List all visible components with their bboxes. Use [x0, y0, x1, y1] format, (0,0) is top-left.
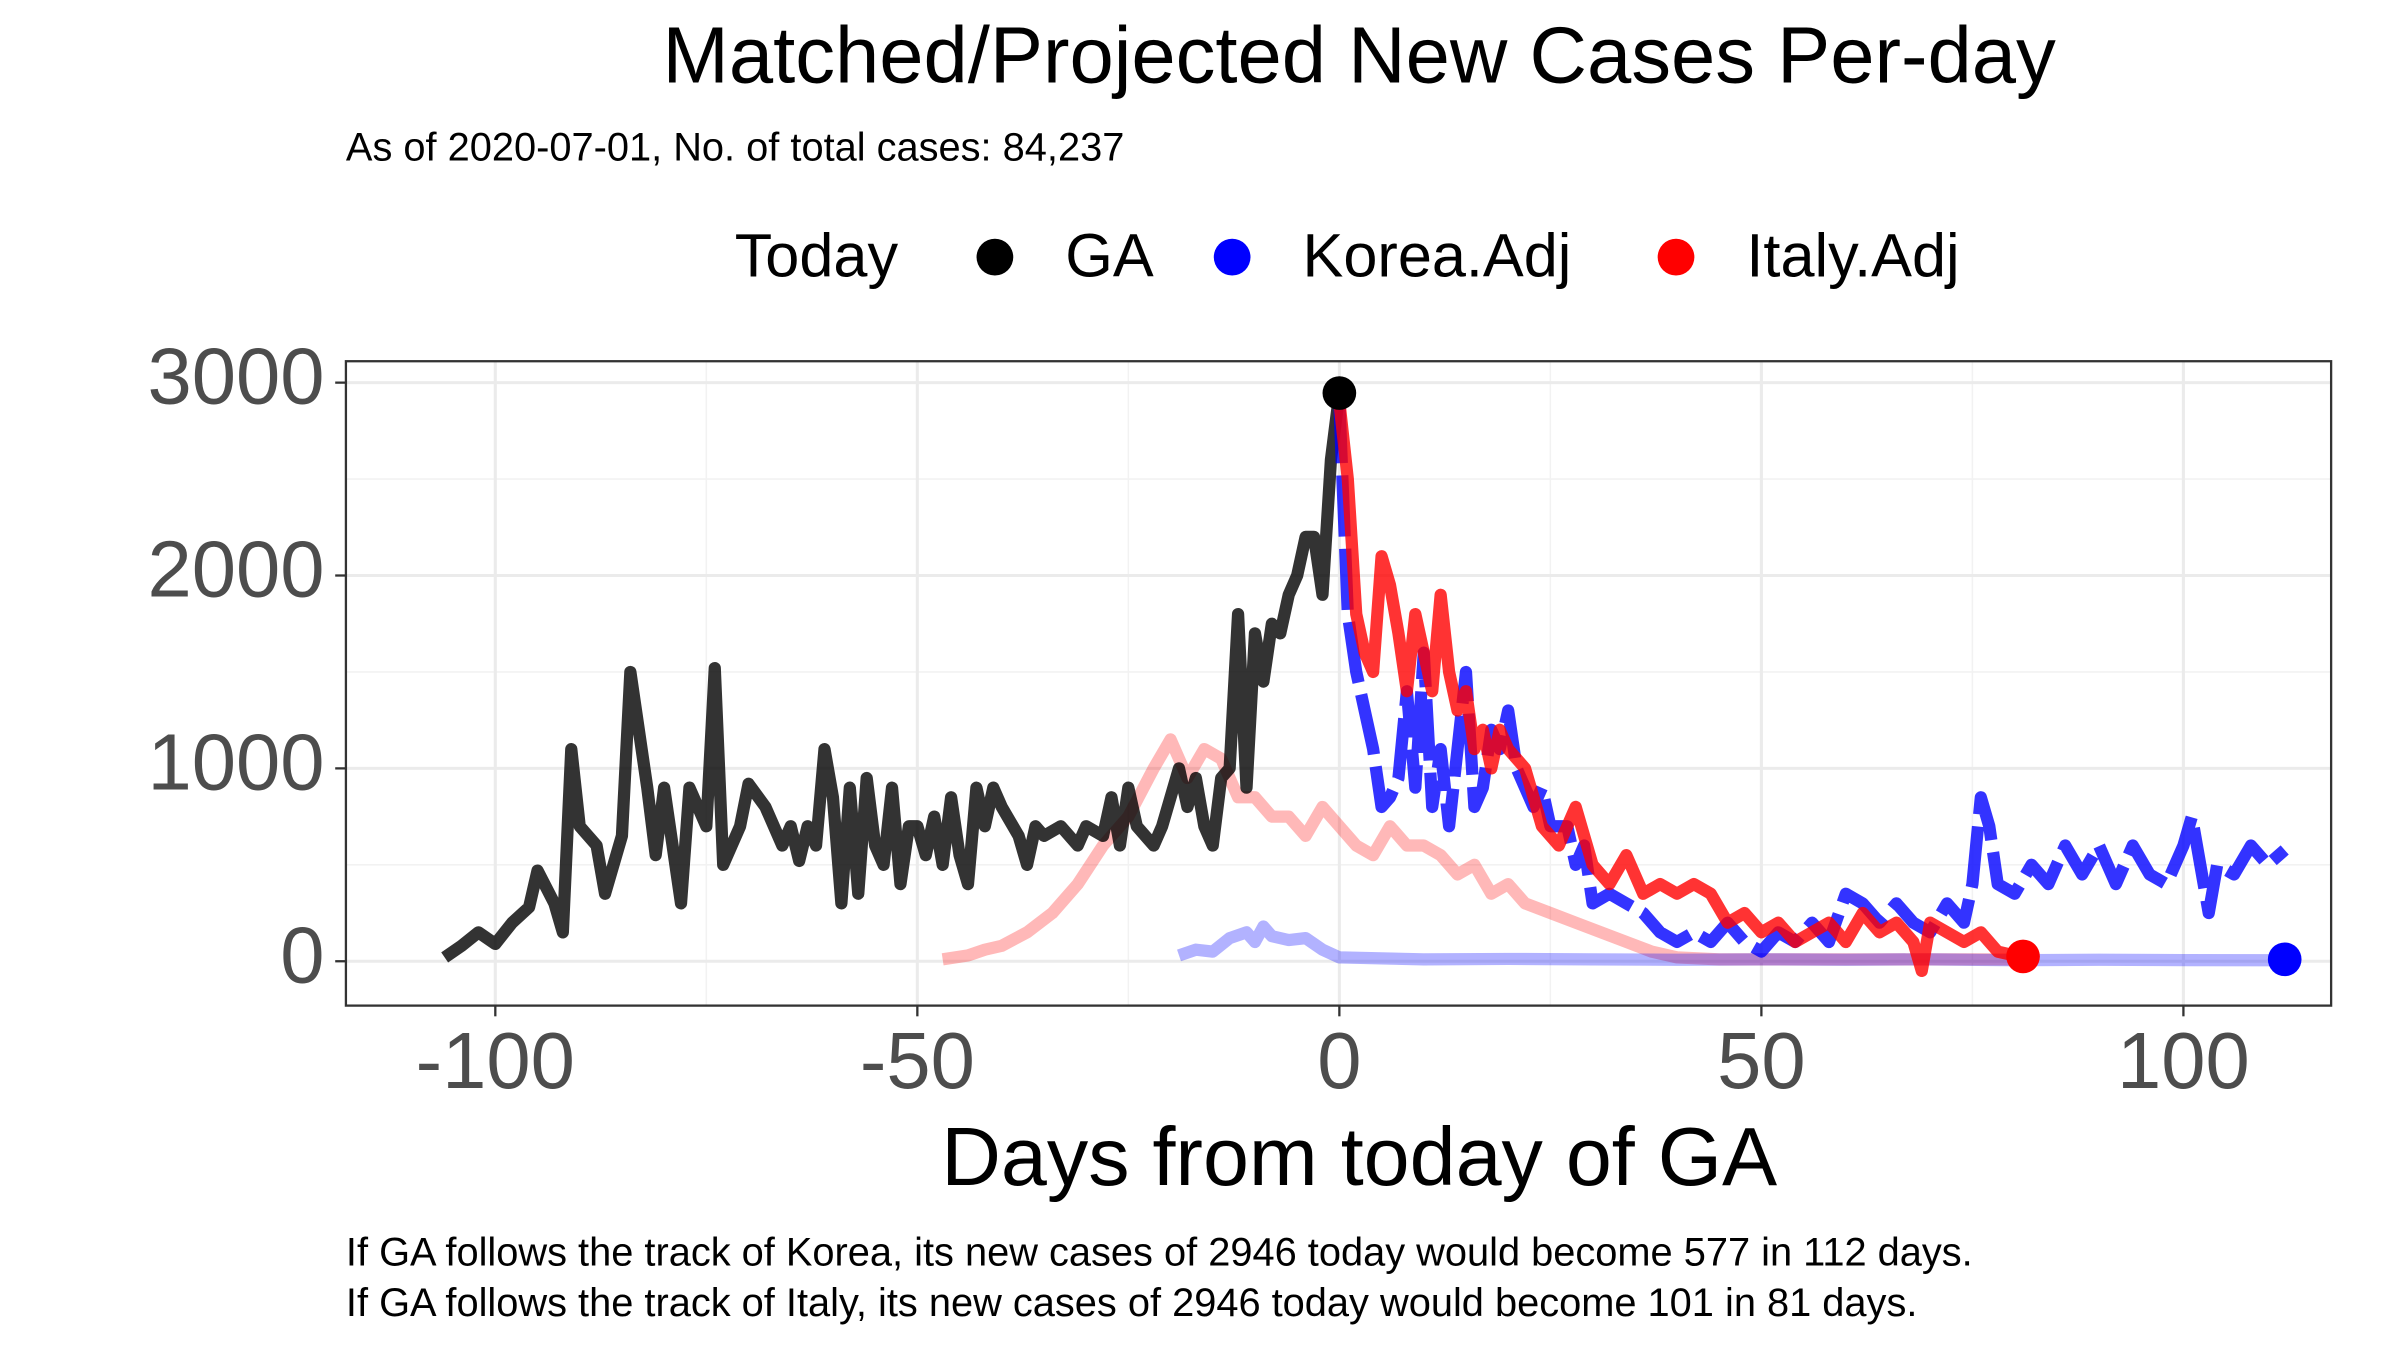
- series-line: [441, 392, 1346, 963]
- chart-title: Matched/Projected New Cases Per-day: [663, 10, 2056, 99]
- y-tick-label: 2000: [147, 525, 324, 614]
- note: If GA follows the track of Italy, its ne…: [346, 1281, 1917, 1325]
- legend-swatch: [976, 238, 1014, 276]
- x-tick-label: 100: [2117, 1016, 2250, 1105]
- legend-label: Korea.Adj: [1303, 221, 1572, 289]
- y-tick-label: 0: [280, 910, 324, 999]
- x-axis-label: Days from today of GA: [941, 1110, 1777, 1203]
- note: If GA follows the track of Korea, its ne…: [346, 1231, 1973, 1275]
- subtitle: As of 2020-07-01, No. of total cases: 84…: [346, 126, 1124, 170]
- legend-label: GA: [1065, 221, 1154, 289]
- legend-label: Italy.Adj: [1746, 221, 1959, 289]
- today-point: [2006, 939, 2040, 974]
- y-tick-label: 1000: [147, 717, 324, 806]
- x-tick-label: -100: [416, 1016, 575, 1105]
- legend-title: Today: [735, 221, 899, 289]
- legend-swatch: [1657, 238, 1695, 276]
- series-line: [941, 733, 2015, 966]
- x-tick-label: 0: [1317, 1016, 1361, 1105]
- series-line: [1333, 401, 2024, 978]
- plot-border: [344, 360, 2333, 1007]
- today-point: [2267, 942, 2302, 977]
- y-tick-label: 3000: [147, 332, 324, 421]
- x-tick-label: -50: [860, 1016, 975, 1105]
- today-point: [1322, 376, 1357, 410]
- x-tick-label: 50: [1717, 1016, 1806, 1105]
- legend-swatch: [1213, 238, 1251, 276]
- series-line: [1177, 920, 2285, 967]
